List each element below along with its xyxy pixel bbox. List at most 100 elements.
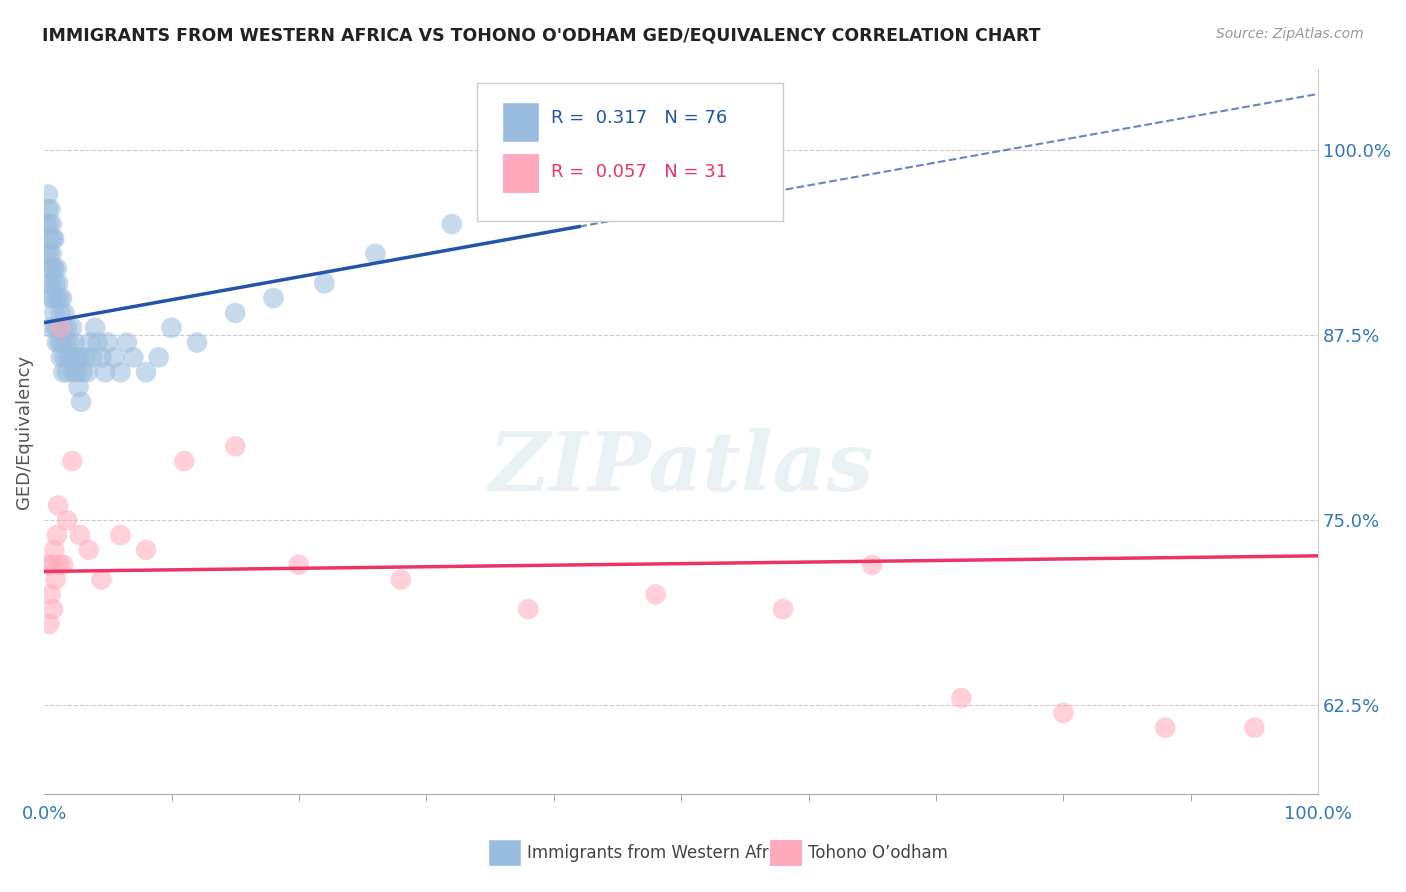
Point xyxy=(135,543,157,558)
Point xyxy=(55,335,77,350)
Point xyxy=(186,335,208,350)
Point xyxy=(389,573,412,587)
Y-axis label: GED/Equivalency: GED/Equivalency xyxy=(15,354,32,508)
Point xyxy=(44,261,66,276)
Point xyxy=(37,202,59,217)
Text: Source: ZipAtlas.com: Source: ZipAtlas.com xyxy=(1216,27,1364,41)
Point xyxy=(45,573,67,587)
Text: R =  0.057   N = 31: R = 0.057 N = 31 xyxy=(551,162,727,180)
Point xyxy=(35,246,58,260)
Point xyxy=(86,335,108,350)
Text: IMMIGRANTS FROM WESTERN AFRICA VS TOHONO O'ODHAM GED/EQUIVALENCY CORRELATION CHA: IMMIGRANTS FROM WESTERN AFRICA VS TOHONO… xyxy=(42,27,1040,45)
Point xyxy=(39,261,62,276)
Point xyxy=(644,587,666,601)
Point xyxy=(38,217,60,231)
Point xyxy=(46,499,69,513)
Point xyxy=(48,291,70,305)
Point xyxy=(42,261,65,276)
Point xyxy=(90,573,112,587)
Point xyxy=(160,320,183,334)
Point xyxy=(67,380,90,394)
Point xyxy=(48,558,70,572)
Point xyxy=(77,543,100,558)
Point xyxy=(52,558,75,572)
Point xyxy=(39,202,62,217)
Point xyxy=(58,351,80,365)
Point xyxy=(35,217,58,231)
Point xyxy=(39,232,62,246)
Text: Tohono O’odham: Tohono O’odham xyxy=(808,844,948,862)
Point xyxy=(49,306,72,320)
Point xyxy=(517,602,540,616)
Point xyxy=(59,351,82,365)
Point xyxy=(1243,721,1265,735)
Point xyxy=(41,217,63,231)
Point xyxy=(135,365,157,379)
Point xyxy=(73,351,96,365)
Point xyxy=(48,335,70,350)
Point xyxy=(37,187,59,202)
Point xyxy=(56,365,79,379)
Point xyxy=(173,454,195,468)
Point xyxy=(39,291,62,305)
Point xyxy=(44,232,66,246)
Point xyxy=(39,320,62,334)
Point xyxy=(950,691,973,706)
Point xyxy=(41,558,63,572)
Point xyxy=(65,351,87,365)
Point xyxy=(45,291,67,305)
Point xyxy=(52,365,75,379)
Point xyxy=(70,394,93,409)
Point xyxy=(224,306,246,320)
Point xyxy=(58,335,80,350)
Point xyxy=(51,291,73,305)
Point xyxy=(45,528,67,542)
Point xyxy=(90,351,112,365)
Point xyxy=(38,246,60,260)
Point xyxy=(69,351,91,365)
Point xyxy=(79,335,101,350)
Point xyxy=(45,335,67,350)
Point xyxy=(224,439,246,453)
FancyBboxPatch shape xyxy=(503,154,538,192)
Point xyxy=(148,351,170,365)
Point xyxy=(103,351,125,365)
Point xyxy=(772,602,794,616)
Point xyxy=(314,277,336,291)
Point xyxy=(38,277,60,291)
Point xyxy=(122,351,145,365)
Point xyxy=(364,246,387,260)
Point xyxy=(1154,721,1177,735)
Point xyxy=(72,365,94,379)
Point xyxy=(46,320,69,334)
Point xyxy=(94,365,117,379)
Point xyxy=(66,365,89,379)
Point xyxy=(440,217,463,231)
Text: R =  0.317   N = 76: R = 0.317 N = 76 xyxy=(551,109,727,127)
Point xyxy=(53,351,76,365)
Point xyxy=(110,365,132,379)
Point xyxy=(42,291,65,305)
Point xyxy=(45,261,67,276)
Point xyxy=(44,306,66,320)
Point xyxy=(46,277,69,291)
Point xyxy=(52,320,75,334)
Point xyxy=(53,306,76,320)
Point xyxy=(84,320,107,334)
Point xyxy=(42,232,65,246)
Point xyxy=(56,513,79,527)
Point xyxy=(37,558,59,572)
Point xyxy=(97,335,120,350)
Point xyxy=(44,543,66,558)
Point xyxy=(38,617,60,632)
Point xyxy=(49,320,72,334)
Point xyxy=(56,320,79,334)
Point xyxy=(41,277,63,291)
Point xyxy=(110,528,132,542)
Point xyxy=(45,277,67,291)
Point xyxy=(82,351,104,365)
Point xyxy=(76,365,98,379)
Point xyxy=(63,335,86,350)
Point xyxy=(568,187,591,202)
Point xyxy=(42,602,65,616)
